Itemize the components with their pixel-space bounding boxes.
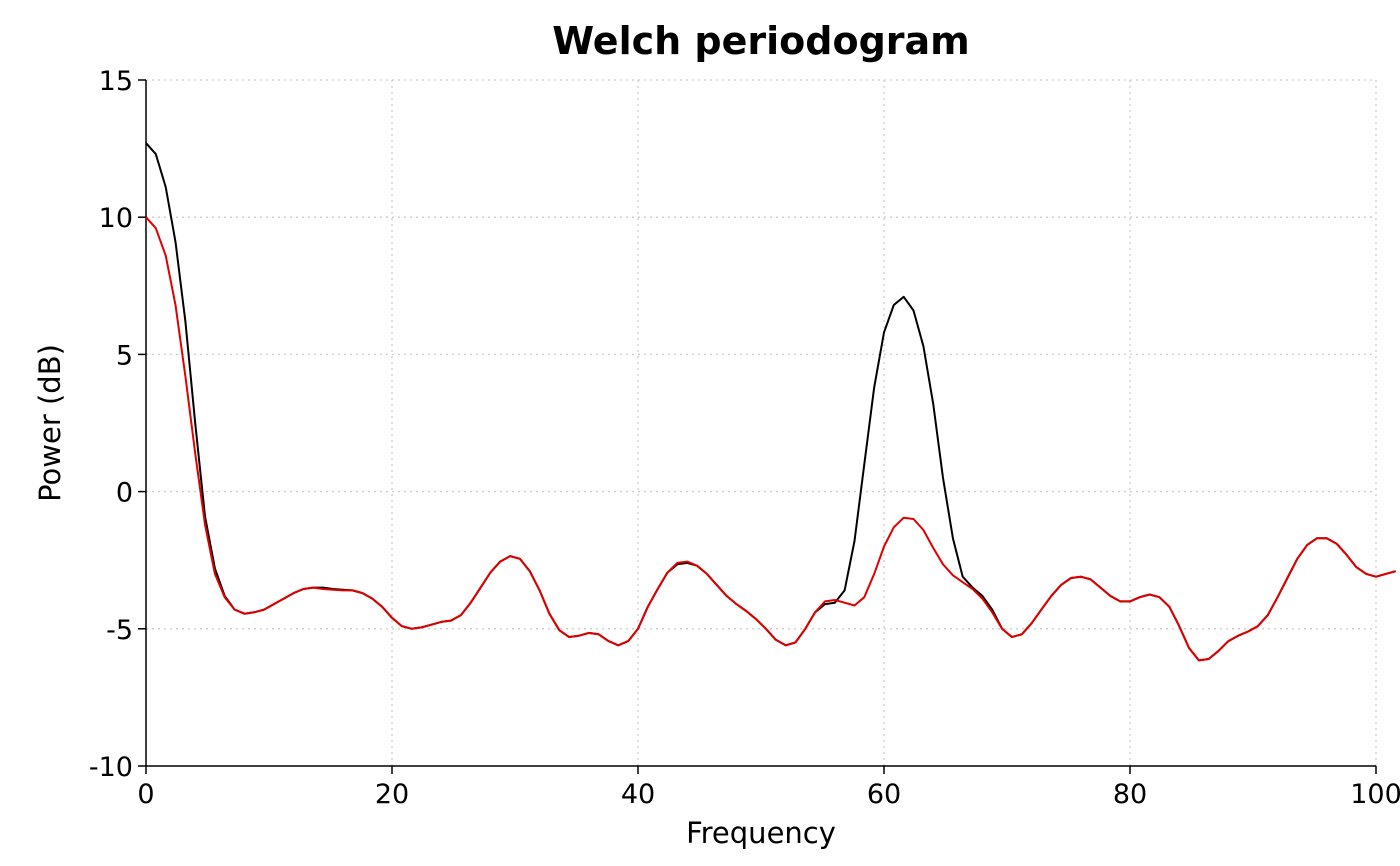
series-line-2	[145, 216, 1396, 662]
x-tick-label: 20	[375, 779, 409, 810]
series-group	[145, 142, 1396, 662]
axes	[145, 80, 1376, 767]
x-tick-label: 40	[621, 779, 655, 810]
x-tick-label: 100	[1350, 779, 1400, 810]
x-axis-label: Frequency	[686, 816, 836, 850]
chart-title: Welch periodogram	[552, 19, 970, 63]
y-tick-label: -5	[106, 615, 133, 646]
x-tick-label: 80	[1113, 779, 1147, 810]
y-tick-label: 10	[99, 203, 133, 234]
ticks: 0 20 40 60 80 100 -10 -5 0 5 10 15	[89, 66, 1400, 810]
x-tick-label: 60	[867, 779, 901, 810]
y-axis-label: Power (dB)	[33, 344, 67, 502]
y-tick-label: -10	[89, 752, 133, 783]
y-tick-label: 5	[116, 340, 133, 371]
x-tick-label: 0	[137, 779, 154, 810]
series-line-1	[145, 142, 1396, 662]
grid	[146, 79, 1377, 766]
y-tick-label: 0	[116, 478, 133, 509]
y-tick-label: 15	[99, 66, 133, 97]
